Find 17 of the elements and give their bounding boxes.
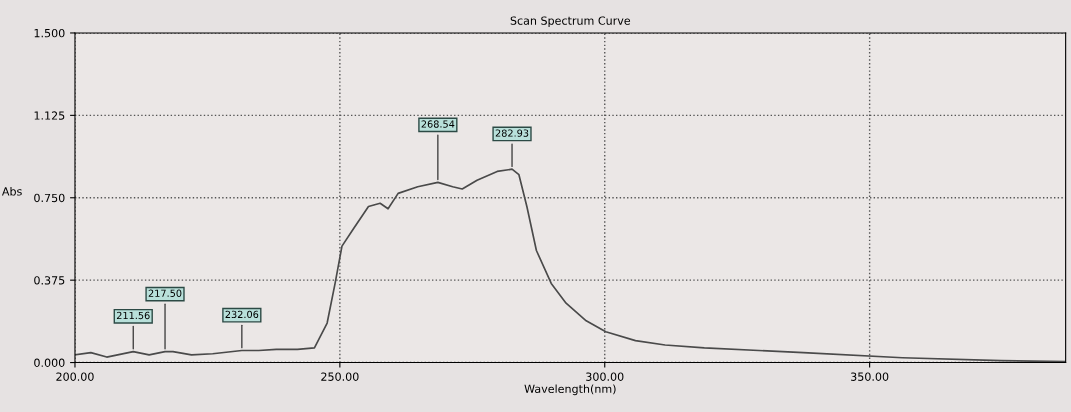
x-tick-label: 200.00 [56,372,94,381]
annotation: 217.50 [148,289,182,297]
y-tick-label: 0.000 [34,358,65,367]
annotation: 211.56 [116,311,150,320]
x-axis-title: Wavelength(nm) [524,384,616,396]
x-tick-label: 300.00 [586,372,624,381]
annotation: 232.06 [225,310,259,319]
y-tick-label: 1.500 [34,28,65,38]
x-tick-label: 350.00 [851,372,889,381]
chart-title: Scan Spectrum Curve [510,16,631,27]
annotation: 268.54 [421,120,455,128]
y-tick-label: 0.750 [34,193,65,203]
y-tick-label: 1.125 [34,111,65,120]
y-axis-title: Abs [1,187,22,196]
y-tick-label: 0.375 [34,276,65,285]
x-tick-label: 250.00 [321,372,359,381]
annotation: 282.93 [495,129,529,137]
